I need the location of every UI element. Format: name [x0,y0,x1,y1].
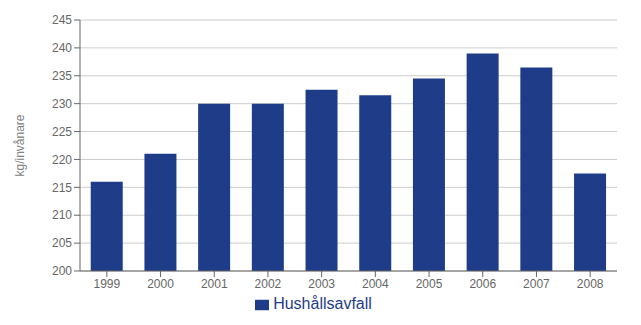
svg-text:2005: 2005 [416,277,443,291]
svg-text:215: 215 [52,181,72,195]
svg-text:2004: 2004 [362,277,389,291]
svg-text:200: 200 [52,264,72,278]
svg-text:240: 240 [52,41,72,55]
svg-text:2003: 2003 [308,277,335,291]
svg-text:2000: 2000 [147,277,174,291]
svg-text:2007: 2007 [523,277,550,291]
svg-text:2006: 2006 [469,277,496,291]
svg-text:225: 225 [52,125,72,139]
svg-text:2002: 2002 [255,277,282,291]
svg-text:205: 205 [52,236,72,250]
svg-text:230: 230 [52,97,72,111]
svg-text:235: 235 [52,69,72,83]
html-text:Hushållsavfall: Hushållsavfall [273,295,372,312]
svg-text:2008: 2008 [577,277,604,291]
svg-text:2001: 2001 [201,277,228,291]
svg-text:1999: 1999 [93,277,120,291]
svg-text:kg/invånare: kg/invånare [13,114,27,176]
svg-text:210: 210 [52,208,72,222]
svg-text:220: 220 [52,153,72,167]
svg-text:245: 245 [52,13,72,27]
